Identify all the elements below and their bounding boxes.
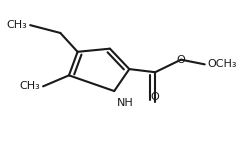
Text: NH: NH [117,98,134,108]
Text: O: O [151,92,159,102]
Text: OCH₃: OCH₃ [207,59,237,69]
Text: CH₃: CH₃ [20,81,40,91]
Text: O: O [177,55,185,65]
Text: CH₃: CH₃ [7,20,28,30]
